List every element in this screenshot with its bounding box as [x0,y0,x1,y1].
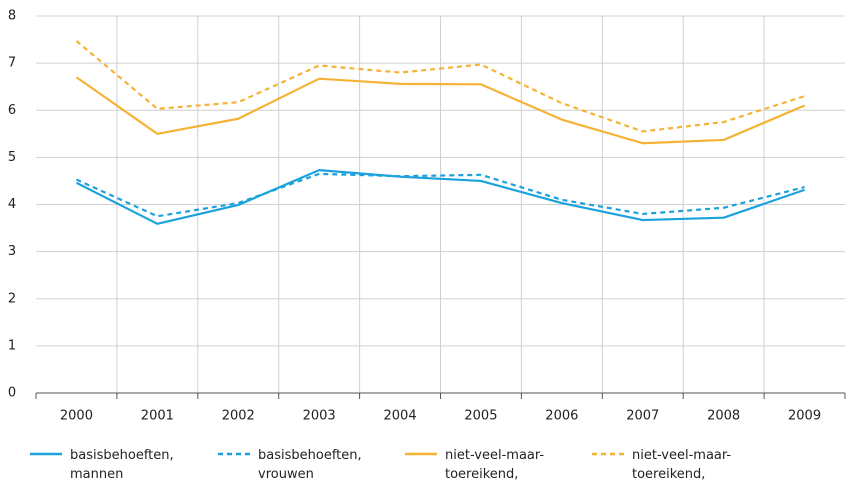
x-tick-label: 2000 [60,409,93,424]
line-series [75,168,805,225]
legend-label: niet-veel-maar-toereikend, mannen [445,448,545,482]
y-tick-label: 4 [8,197,16,212]
legend-item: basisbehoeften, vrouwen [218,446,398,484]
y-tick-label: 3 [8,244,16,259]
legend-label: niet-veel-maar-toereikend, vrouwen [632,448,732,482]
y-tick-label: 1 [8,338,16,353]
line-series [75,40,805,133]
line-series [75,76,805,145]
y-tick-label: 6 [8,103,16,118]
legend-item: niet-veel-maar-toereikend, mannen [405,446,585,484]
x-tick-label: 2009 [788,409,821,424]
legend-item: basisbehoeften, mannen [30,446,210,484]
x-tick-label: 2008 [707,409,740,424]
x-tick-label: 2007 [626,409,659,424]
chart: 0 1 2 3 4 5 6 7 8 2000 2001 2002 2003 2004 2005 2006 200… [8,9,846,424]
legend-swatch [218,452,250,456]
legend-label: basisbehoeften, mannen [70,448,174,482]
y-tick-label: 2 [8,291,16,306]
y-tick-label: 0 [8,386,16,401]
y-tick-label: 5 [8,150,16,165]
x-tick-label: 2001 [141,409,174,424]
legend-item: niet-veel-maar-toereikend, vrouwen [592,446,772,484]
line-series [75,172,805,218]
y-tick-label: 7 [8,56,16,71]
x-tick-label: 2002 [222,409,255,424]
legend-swatch [592,452,624,456]
x-tick-label: 2003 [303,409,336,424]
y-tick-label: 8 [8,9,16,24]
legend-swatch [405,452,437,456]
x-tick-label: 2005 [464,409,497,424]
legend-label: basisbehoeften, vrouwen [258,448,362,482]
legend-swatch [30,452,62,456]
x-tick-label: 2004 [384,409,417,424]
x-tick-label: 2006 [545,409,578,424]
